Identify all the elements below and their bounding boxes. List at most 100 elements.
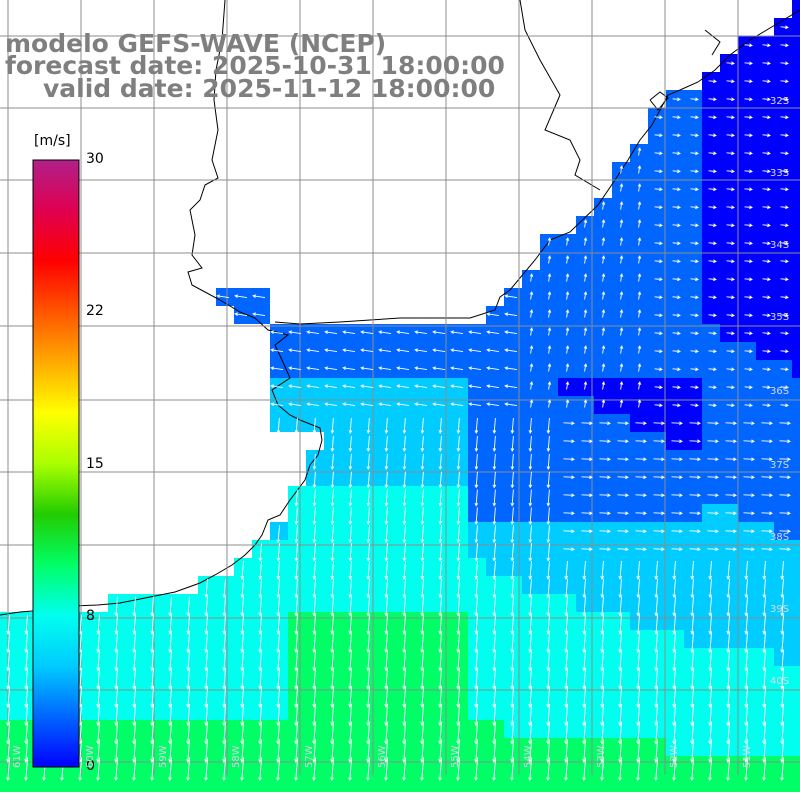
wind-arrow (222, 578, 227, 599)
wind-arrow (312, 721, 317, 745)
wind-arrow (474, 489, 479, 507)
lagoon-path (649, 29, 721, 111)
wind-arrow (276, 757, 281, 782)
wind-arrow (288, 402, 302, 407)
field-cell (432, 774, 450, 792)
wind-arrow (636, 685, 641, 708)
wind-arrow (707, 457, 719, 462)
wind-arrow (366, 489, 371, 507)
wind-arrow (114, 685, 119, 708)
wind-arrow (294, 703, 299, 727)
wind-arrow (708, 169, 717, 174)
wind-arrow (240, 578, 245, 599)
wind-arrow (583, 345, 588, 354)
wind-arrow (744, 79, 753, 84)
wind-arrow (492, 739, 497, 763)
wind-arrow (565, 309, 570, 318)
wind-arrow (617, 529, 629, 534)
wind-arrow (510, 578, 515, 599)
wind-arrow (581, 421, 593, 426)
wind-arrow (690, 739, 695, 763)
wind-arrow (583, 327, 588, 336)
wind-arrow (24, 668, 28, 690)
wind-arrow (150, 668, 154, 690)
wind-arrow (672, 632, 676, 654)
coastline-path (0, 0, 323, 616)
wind-arrow (258, 578, 263, 599)
wind-arrow (637, 183, 642, 192)
wind-arrow (672, 685, 677, 708)
wind-arrow (637, 165, 642, 174)
wind-arrow (474, 721, 479, 745)
wind-arrow (654, 668, 658, 690)
field-cell (234, 774, 252, 792)
lon-label-51w: 51W (742, 745, 753, 768)
wind-arrow (150, 721, 155, 745)
wind-arrow (366, 560, 371, 580)
wind-arrow (600, 685, 605, 708)
wind-arrow (384, 596, 388, 617)
wind-arrow (780, 632, 784, 654)
wind-arrow (672, 133, 681, 138)
wind-arrow (78, 757, 83, 782)
wind-arrow (438, 471, 443, 489)
wind-arrow (258, 757, 263, 782)
wind-arrow (384, 632, 388, 654)
wind-arrow (546, 435, 551, 452)
wind-arrow (492, 703, 497, 727)
lat-label-34s: 34S (770, 240, 790, 251)
wind-arrow (708, 685, 713, 708)
wind-arrow (725, 457, 737, 462)
wind-arrow (636, 560, 641, 580)
wind-arrow (294, 596, 298, 617)
wind-arrow (672, 703, 677, 727)
wind-arrow (438, 739, 443, 763)
wind-arrow (510, 417, 515, 434)
wind-arrow (582, 685, 587, 708)
wind-arrow (378, 330, 392, 335)
field-cell (792, 594, 800, 612)
wind-arrow (468, 402, 482, 407)
wind-arrow (330, 596, 334, 617)
wind-arrow (619, 219, 624, 228)
wind-arrow (432, 366, 446, 371)
lat-label-33s: 33S (770, 168, 790, 179)
wind-arrow (528, 632, 532, 654)
wind-arrow (564, 578, 569, 599)
wind-arrow (672, 223, 681, 228)
wind-arrow (546, 453, 551, 471)
wind-arrow (504, 312, 518, 317)
wind-arrow (672, 277, 681, 282)
wind-arrow (456, 721, 461, 745)
field-cell (792, 180, 800, 198)
wind-arrow (635, 529, 647, 534)
wind-arrow (762, 403, 771, 408)
field-cell (72, 774, 90, 792)
wind-arrow (744, 313, 753, 318)
wind-arrow (252, 294, 266, 299)
wind-arrow (450, 402, 464, 407)
wind-arrow (563, 421, 575, 426)
wind-arrow (6, 757, 11, 782)
wind-arrow (780, 97, 789, 102)
wind-arrow (619, 363, 624, 372)
wind-arrow (330, 525, 335, 544)
wind-arrow (565, 237, 570, 246)
wind-arrow (600, 757, 605, 782)
field-cell (90, 774, 108, 792)
wind-arrow (528, 560, 533, 580)
wind-arrow (330, 578, 335, 599)
wind-arrow (456, 435, 461, 452)
wind-arrow (744, 632, 748, 654)
wind-arrow (654, 739, 659, 763)
wind-arrow (6, 668, 10, 690)
field-cell (630, 774, 648, 792)
wind-arrow (707, 421, 719, 426)
wind-arrow (780, 331, 789, 336)
wind-arrow (690, 349, 699, 354)
wind-arrow (672, 349, 681, 354)
wind-arrow (204, 578, 209, 599)
wind-arrow (601, 327, 606, 336)
wind-arrow (529, 273, 534, 282)
wind-arrow (582, 614, 586, 635)
